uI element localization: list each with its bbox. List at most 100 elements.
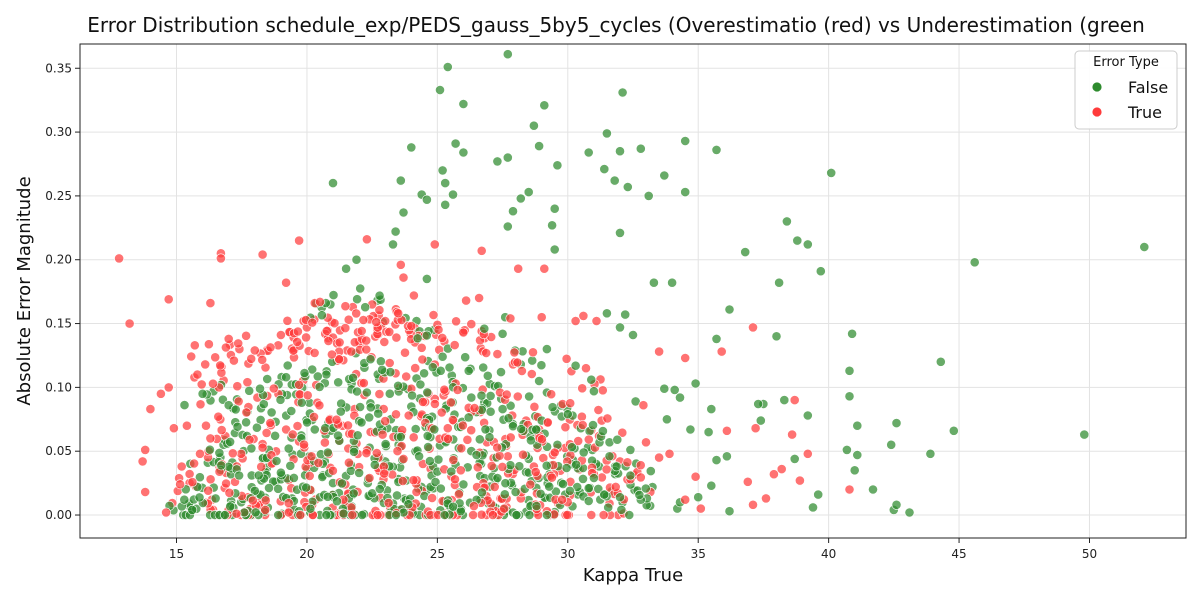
data-point-false <box>552 160 563 171</box>
data-point-false <box>635 143 646 154</box>
data-point-true <box>581 363 591 374</box>
data-point-false <box>225 501 236 512</box>
data-point-true <box>380 316 391 326</box>
data-point-false <box>385 367 396 377</box>
data-point-false <box>271 456 282 466</box>
data-point-false <box>558 479 568 489</box>
data-point-false <box>604 451 615 462</box>
data-point-true <box>509 347 520 358</box>
data-point-true <box>455 465 466 476</box>
data-point-true <box>257 354 268 365</box>
data-point-true <box>313 457 324 468</box>
data-point-true <box>358 315 369 325</box>
data-point-false <box>424 456 435 466</box>
data-point-false <box>904 507 915 518</box>
data-point-false <box>571 459 582 470</box>
data-point-false <box>499 489 510 500</box>
data-point-true <box>114 253 124 264</box>
data-point-true <box>247 495 258 506</box>
data-point-true <box>680 353 691 363</box>
data-point-true <box>549 447 560 458</box>
data-point-true <box>502 451 513 462</box>
data-point-true <box>281 424 291 435</box>
data-point-true <box>215 253 226 264</box>
data-point-true <box>716 346 727 357</box>
data-point-true <box>261 427 272 438</box>
data-point-true <box>307 317 318 328</box>
data-point-true <box>437 332 448 343</box>
data-point-false <box>194 492 205 503</box>
data-point-true <box>292 336 303 347</box>
data-point-false <box>514 461 525 472</box>
data-point-false <box>886 439 897 450</box>
data-point-false <box>891 499 902 510</box>
data-point-false <box>722 451 732 462</box>
data-point-true <box>241 407 252 418</box>
data-point-false <box>549 203 560 214</box>
data-point-false <box>421 330 432 341</box>
data-point-true <box>481 348 492 358</box>
data-point-false <box>349 446 359 457</box>
data-point-true <box>327 465 338 476</box>
data-point-false <box>485 406 496 417</box>
data-point-true <box>439 384 450 395</box>
data-point-false <box>273 483 283 494</box>
data-point-false <box>365 354 376 365</box>
data-point-false <box>539 100 550 111</box>
data-point-true <box>742 476 753 487</box>
data-point-true <box>654 452 664 463</box>
data-point-true <box>518 449 528 460</box>
data-point-false <box>301 482 312 493</box>
data-point-true <box>577 411 587 422</box>
data-point-false <box>492 156 503 167</box>
data-point-false <box>448 501 458 512</box>
data-point-false <box>868 484 878 495</box>
data-point-true <box>442 423 453 434</box>
data-point-true <box>526 369 537 379</box>
data-point-false <box>774 277 784 288</box>
data-point-false <box>351 254 362 265</box>
data-point-false <box>505 460 516 471</box>
data-point-false <box>680 136 691 146</box>
data-point-false <box>497 404 508 414</box>
data-point-true <box>181 420 192 431</box>
data-point-false <box>711 333 722 344</box>
data-point-true <box>257 249 268 260</box>
data-point-false <box>529 120 539 131</box>
data-point-true <box>398 272 409 283</box>
data-point-true <box>391 332 402 343</box>
data-point-true <box>292 421 303 431</box>
data-point-false <box>255 383 265 394</box>
data-point-true <box>748 499 758 510</box>
data-point-false <box>223 400 234 411</box>
data-point-false <box>477 487 487 498</box>
data-point-false <box>815 266 826 277</box>
data-point-false <box>612 434 623 445</box>
data-point-true <box>844 484 855 495</box>
data-point-true <box>155 388 166 399</box>
data-point-false <box>740 247 751 257</box>
data-point-false <box>345 465 356 476</box>
data-point-false <box>365 402 376 413</box>
data-point-false <box>526 435 536 446</box>
data-point-false <box>458 147 469 158</box>
data-point-false <box>423 442 433 452</box>
data-point-false <box>234 470 244 481</box>
data-point-false <box>466 392 477 403</box>
data-point-false <box>482 370 493 381</box>
data-point-false <box>616 504 627 515</box>
data-point-true <box>536 312 547 323</box>
data-point-true <box>309 411 319 422</box>
data-point-false <box>251 422 262 433</box>
axis-ticks: 15 20 25 30 35 40 45 50 0.00 0.05 0.10 0.15 0.20 0.25… <box>45 61 1097 561</box>
data-point-true <box>343 420 353 431</box>
data-point-false <box>524 391 534 402</box>
data-point-false <box>753 399 764 409</box>
data-point-true <box>748 322 758 333</box>
data-point-false <box>578 447 589 458</box>
data-point-false <box>703 427 714 437</box>
y-tick-label: 0.05 <box>45 444 72 458</box>
data-point-false <box>463 412 474 423</box>
data-point-true <box>401 371 412 382</box>
data-point-true <box>216 425 227 435</box>
